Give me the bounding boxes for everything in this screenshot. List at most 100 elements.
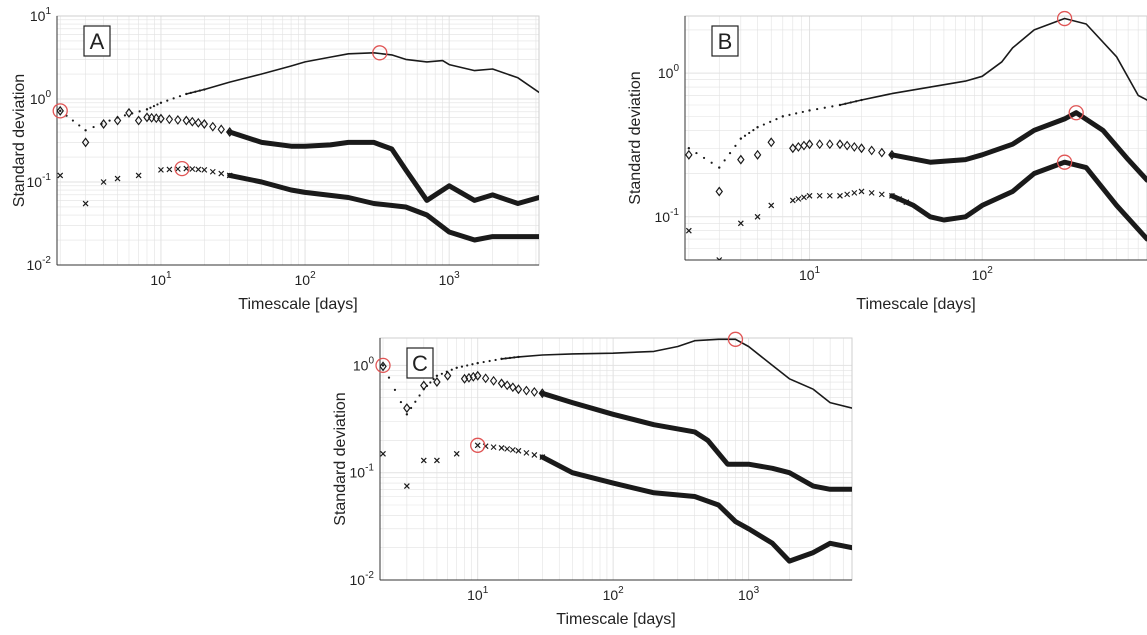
data-point [125, 107, 133, 118]
data-point [806, 192, 813, 199]
data-point [718, 166, 721, 169]
data-point [172, 97, 175, 100]
highlight-circle [470, 437, 486, 453]
data-point [878, 191, 885, 198]
data-point [387, 376, 391, 379]
data-point [209, 168, 216, 175]
panel-label: A [90, 29, 105, 54]
highlight-circle [372, 45, 388, 61]
data-point [166, 166, 173, 173]
data-point [522, 385, 531, 396]
data-point [78, 124, 81, 127]
data-point [775, 118, 778, 121]
grid [57, 16, 539, 265]
data-point [756, 126, 759, 129]
data-point [92, 125, 95, 129]
highlight-circle [52, 103, 68, 119]
data-point [850, 141, 859, 152]
data-point [195, 166, 202, 173]
data-point [801, 194, 807, 201]
data-point [801, 110, 804, 114]
x-tick-label: 102 [294, 270, 316, 288]
data-point [734, 144, 737, 147]
x-axis-title: Timescale [days] [856, 296, 975, 313]
data-point [857, 143, 866, 154]
data-point [837, 192, 843, 199]
data-point [443, 370, 452, 381]
series-trace [539, 454, 852, 564]
data-point [752, 129, 755, 132]
data-point [503, 380, 511, 391]
y-axis-title: Standard deviation [627, 71, 644, 204]
data-point [494, 358, 497, 362]
series-trace [889, 159, 1147, 242]
data-point [723, 159, 726, 162]
data-point [399, 400, 403, 404]
panel-c: 101 102 103 10-2 10-1 100 Timescale [days] Stan… [332, 331, 853, 628]
data-point [81, 137, 90, 148]
y-tick-label: 100 [658, 63, 680, 81]
data-point [189, 166, 196, 172]
data-point [482, 360, 485, 364]
data-point [831, 105, 834, 108]
highlight-circle [1056, 154, 1073, 170]
data-point [816, 107, 819, 111]
data-point [498, 445, 505, 451]
data-point [685, 149, 693, 160]
series-trace [539, 390, 852, 492]
data-point [433, 377, 441, 388]
y-tick-label: 10-1 [27, 172, 52, 190]
data-point [218, 170, 225, 177]
data-point [71, 119, 74, 122]
x-tick-label: 101 [150, 270, 172, 288]
x-tick-label: 101 [467, 585, 489, 603]
y-tick-label: 10-1 [350, 463, 375, 481]
plot-frame [379, 337, 853, 581]
data-point [515, 447, 522, 454]
plot-area [380, 338, 852, 564]
data-point [429, 381, 432, 384]
data-point [381, 364, 385, 367]
data-point [113, 115, 122, 126]
x-tick-label: 102 [972, 265, 994, 283]
data-point [409, 406, 413, 410]
data-point [858, 188, 865, 195]
data-point [509, 446, 516, 453]
data-point [149, 106, 152, 109]
data-point [702, 156, 706, 160]
plot-area [685, 17, 1147, 260]
highlight-circle [1068, 105, 1084, 121]
y-tick-label: 100 [353, 355, 375, 373]
plot-frame [56, 15, 540, 266]
series-trace [889, 110, 1147, 183]
data-point [217, 124, 225, 135]
data-point [488, 359, 491, 363]
series-cross [685, 159, 1147, 260]
data-point [450, 368, 453, 371]
data-point [156, 103, 159, 106]
y-axis-title: Standard deviation [332, 392, 349, 525]
data-point [166, 99, 169, 102]
data-point [420, 457, 427, 464]
panel-label: B [718, 29, 733, 54]
data-point [209, 121, 217, 132]
panel-label-box [83, 25, 111, 57]
highlight-circle [375, 357, 391, 374]
data-point [108, 119, 111, 122]
data-point [844, 191, 851, 198]
y-tick-label: 100 [30, 89, 52, 107]
data-point [414, 400, 417, 403]
panel-label-box [711, 25, 739, 57]
data-point [844, 102, 847, 105]
data-point [405, 413, 409, 416]
data-point [393, 388, 397, 391]
series-cross [380, 442, 852, 564]
data-point [826, 192, 833, 199]
data-point [789, 197, 796, 204]
data-point [474, 442, 481, 449]
data-point [178, 95, 182, 98]
series-trace [839, 17, 1147, 106]
data-point [403, 483, 410, 490]
data-point [138, 110, 141, 113]
